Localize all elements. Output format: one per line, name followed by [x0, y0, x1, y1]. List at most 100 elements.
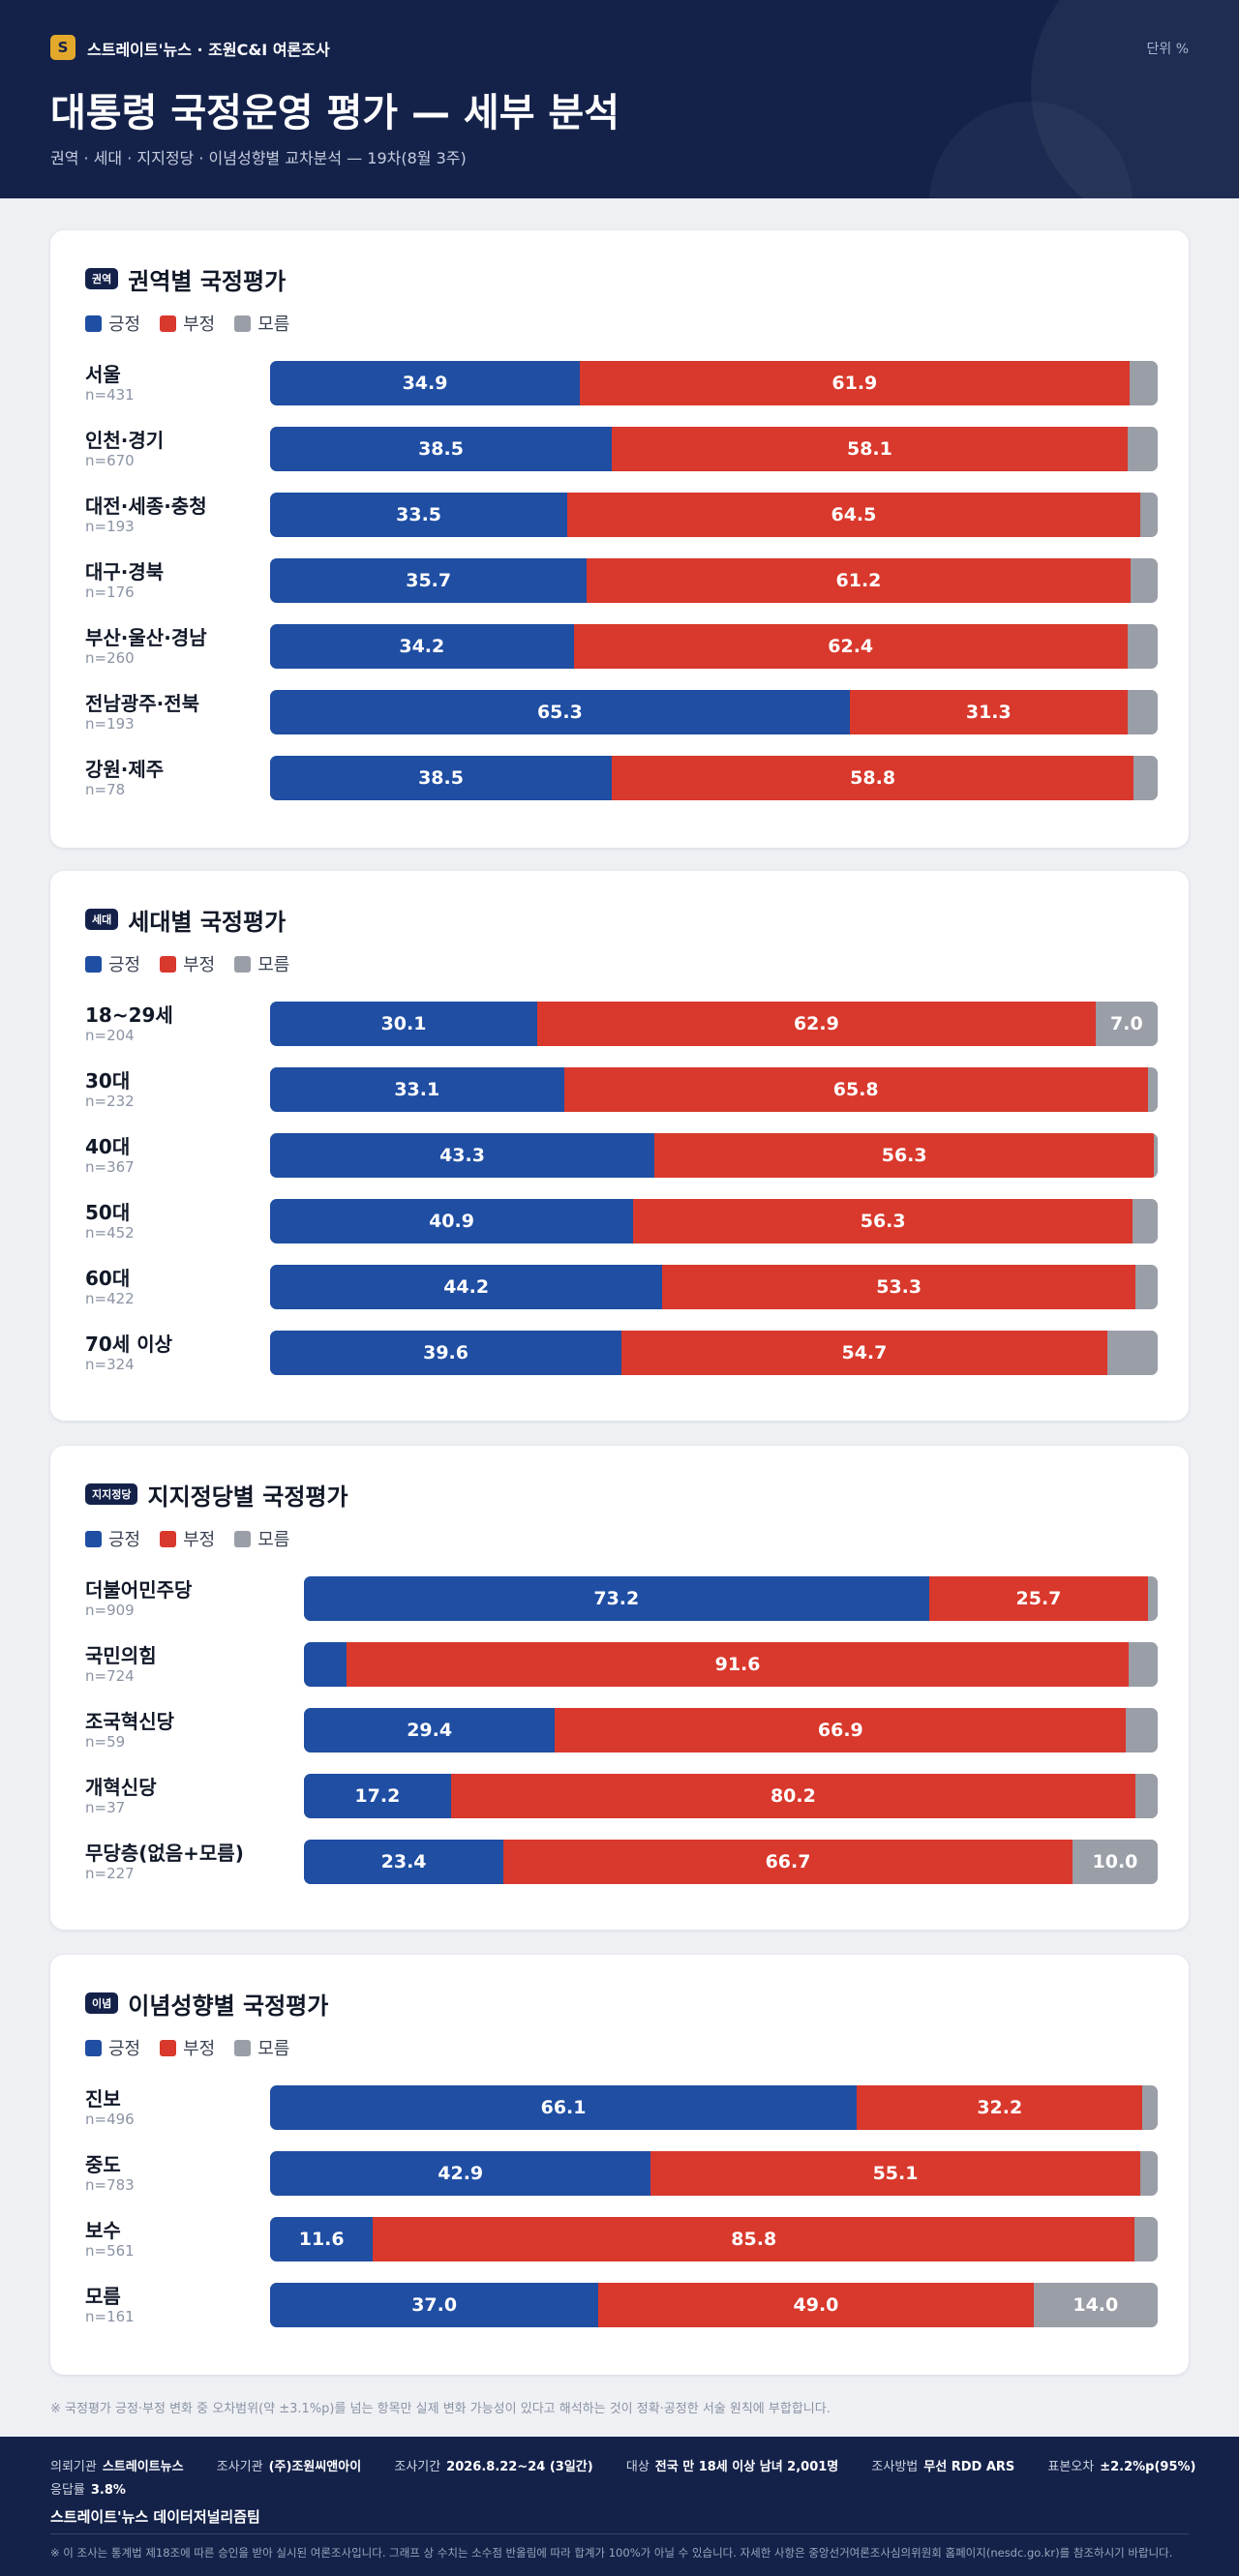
bar-value-label: 56.3 — [881, 1145, 927, 1166]
bar-segment-positive: 40.9 — [270, 1199, 634, 1243]
stacked-bar: 91.6 — [304, 1642, 1158, 1687]
bar-value-label: 62.4 — [828, 636, 874, 657]
bar-value-label: 35.7 — [406, 570, 452, 591]
chart-card-ideology: 이념 이념성향별 국정평가 긍정 부정 모름 진보 n=496 66.1 32.2 중도… — [50, 1955, 1189, 2375]
chart-row: 서울 n=431 34.9 61.9 — [50, 359, 1189, 409]
legend-swatch-negative — [160, 315, 177, 332]
chart-row: 조국혁신당 n=59 29.4 66.9 — [50, 1706, 1189, 1756]
row-category-label: 50대 — [85, 1201, 131, 1224]
card-header: 이념 이념성향별 국정평가 — [85, 1989, 328, 2020]
bar-segment-unknown — [1126, 1708, 1158, 1752]
legend-swatch-positive — [85, 1530, 102, 1547]
bar-segment-unknown — [1134, 2217, 1158, 2261]
chart-row: 40대 n=367 43.3 56.3 — [50, 1131, 1189, 1182]
chart-row: 국민의힘 n=724 91.6 — [50, 1640, 1189, 1691]
bar-value-label: 73.2 — [593, 1588, 640, 1609]
stacked-bar: 65.3 31.3 — [270, 690, 1158, 734]
stacked-bar: 44.2 53.3 — [270, 1265, 1158, 1309]
bar-segment-unknown: 10.0 — [1072, 1840, 1158, 1884]
bar-value-label: 37.0 — [411, 2294, 458, 2316]
row-category-label: 서울 — [85, 363, 121, 386]
bar-segment-negative: 25.7 — [928, 1576, 1149, 1621]
stacked-bar: 40.9 56.3 — [270, 1199, 1158, 1243]
chart-row: 60대 n=422 44.2 53.3 — [50, 1263, 1189, 1313]
chart-title: 지지정당별 국정평가 — [147, 1483, 348, 1511]
row-category-label: 진보 — [85, 2087, 121, 2111]
info-label: 응답률 — [50, 2483, 85, 2498]
bar-value-label: 66.9 — [817, 1720, 863, 1741]
legend-positive: 긍정 — [85, 2035, 140, 2060]
bar-value-label: 17.2 — [354, 1785, 401, 1807]
bar-segment-unknown — [1133, 756, 1158, 800]
legend-swatch-positive — [85, 315, 102, 332]
bar-segment-positive — [304, 1642, 348, 1687]
row-sample-size: n=422 — [85, 1290, 135, 1307]
divider — [50, 2533, 1189, 2534]
bar-segment-unknown — [1129, 1642, 1158, 1687]
row-sample-size: n=724 — [85, 1667, 135, 1685]
legend-swatch-unknown — [234, 315, 252, 332]
chart-row: 더불어민주당 n=909 73.2 25.7 — [50, 1574, 1189, 1625]
legend-label-negative: 부정 — [183, 2039, 216, 2059]
row-category-label: 대구·경북 — [85, 560, 165, 584]
info-target: 대상 전국 만 18세 이상 남녀 2,001명 — [626, 2460, 838, 2474]
brand-logo-icon: S — [50, 35, 76, 60]
row-sample-size: n=561 — [85, 2242, 135, 2260]
row-sample-size: n=161 — [85, 2308, 135, 2325]
info-period: 조사기간 2026.8.22~24 (3일간) — [394, 2460, 592, 2474]
legend-label-unknown: 모름 — [257, 2039, 290, 2059]
chart-row: 중도 n=783 42.9 55.1 — [50, 2149, 1189, 2200]
stacked-bar: 38.5 58.8 — [270, 756, 1158, 800]
bar-segment-negative: 32.2 — [857, 2085, 1143, 2130]
row-category-label: 국민의힘 — [85, 1644, 157, 1667]
bar-value-label: 30.1 — [380, 1013, 427, 1034]
bar-value-label: 25.7 — [1015, 1588, 1062, 1609]
row-category-label: 모름 — [85, 2285, 121, 2308]
bar-segment-positive: 29.4 — [304, 1708, 556, 1752]
legend-swatch-unknown — [234, 955, 252, 973]
row-sample-size: n=232 — [85, 1093, 135, 1110]
footer-brand: 스트레이트'뉴스 데이터저널리즘팀 — [50, 2508, 260, 2526]
bar-segment-negative: 61.2 — [587, 558, 1131, 603]
chart-title: 세대별 국정평가 — [128, 908, 287, 936]
bar-segment-positive: 43.3 — [270, 1133, 655, 1178]
bar-segment-negative: 80.2 — [450, 1774, 1136, 1818]
stacked-bar: 17.2 80.2 — [304, 1774, 1158, 1818]
bar-value-label: 49.0 — [793, 2294, 839, 2316]
row-sample-size: n=37 — [85, 1799, 126, 1816]
bar-value-label: 65.8 — [832, 1079, 879, 1100]
info-label: 조사기관 — [216, 2460, 263, 2474]
legend-label-negative: 부정 — [183, 1530, 216, 1550]
section-tag: 이념 — [85, 1992, 119, 2014]
stacked-bar: 29.4 66.9 — [304, 1708, 1158, 1752]
bar-segment-positive: 73.2 — [304, 1576, 929, 1621]
footnote: ※ 국정평가 긍정·부정 변화 중 오차범위(약 ±3.1%p)를 넘는 항목만… — [50, 2402, 831, 2416]
bar-value-label: 33.5 — [396, 504, 442, 525]
survey-info: 의뢰기관 스트레이트뉴스 조사기관 (주)조원씨앤아이 조사기간 2026.8.22~… — [50, 2456, 1225, 2474]
chart-row: 30대 n=232 33.1 65.8 — [50, 1065, 1189, 1116]
bar-value-label: 11.6 — [298, 2229, 345, 2250]
row-category-label: 전남광주·전북 — [85, 692, 199, 715]
bar-segment-positive: 65.3 — [270, 690, 850, 734]
legend: 긍정 부정 모름 — [85, 2035, 309, 2060]
row-sample-size: n=496 — [85, 2111, 135, 2128]
row-sample-size: n=193 — [85, 518, 135, 535]
row-category-label: 40대 — [85, 1135, 131, 1158]
chart-card-age: 세대 세대별 국정평가 긍정 부정 모름 18~29세 n=204 30.1 62.9… — [50, 871, 1189, 1421]
info-method: 조사방법 무선 RDD ARS — [871, 2460, 1014, 2474]
legend-swatch-positive — [85, 955, 102, 973]
bar-value-label: 62.9 — [793, 1013, 839, 1034]
bar-value-label: 58.8 — [850, 767, 896, 789]
bar-value-label: 66.7 — [765, 1851, 811, 1872]
bar-value-label: 7.0 — [1110, 1013, 1143, 1034]
bar-value-label: 85.8 — [731, 2229, 777, 2250]
bar-segment-unknown — [1139, 493, 1158, 537]
legend-label-positive: 긍정 — [108, 2039, 141, 2059]
bar-value-label: 34.9 — [402, 373, 448, 394]
unit-label: 단위 % — [1146, 42, 1189, 57]
bar-segment-unknown — [1127, 427, 1158, 471]
info-value: 2026.8.22~24 (3일간) — [446, 2460, 593, 2474]
legend-positive: 긍정 — [85, 311, 140, 336]
info-value: 스트레이트뉴스 — [102, 2460, 184, 2474]
